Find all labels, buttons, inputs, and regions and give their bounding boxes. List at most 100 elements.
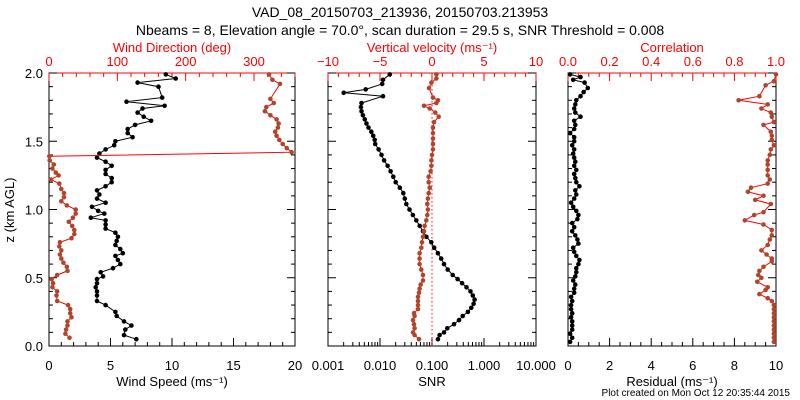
wind-speed-line [90,73,176,340]
vertical-velocity-point [429,80,434,85]
snr-point [435,250,441,256]
y-tick-label: 1.5 [25,134,43,149]
residual-point [571,196,577,201]
correlation-point [768,201,774,207]
wind-direction-point [54,289,60,294]
x2-tick-label: 0.0 [559,54,577,69]
wind-speed-point [114,238,119,244]
wind-direction-point [72,227,77,233]
vertical-velocity-point [420,278,426,283]
wind-direction-point [268,113,273,118]
wind-speed-point [115,257,121,263]
snr-point [366,125,371,130]
correlation-point [761,209,766,215]
wind-direction-point [274,117,279,122]
vertical-velocity-point [410,330,416,335]
vertical-velocity-point [415,302,421,308]
residual-point [569,143,575,148]
correlation-point [769,233,775,238]
wind-speed-point [113,309,118,315]
residual-point [574,270,579,275]
snr-point [370,133,376,139]
snr-point [404,201,409,207]
residual-point [569,229,575,234]
vertical-velocity-point [420,272,426,278]
residual-point [573,159,578,164]
snr-point [470,293,476,298]
correlation-point [763,83,768,88]
vertical-velocity-point [415,298,421,304]
correlation-point [771,306,777,312]
wind-direction-point [69,235,74,241]
correlation-point [771,335,777,341]
vertical-velocity-point [421,103,427,109]
snr-point [459,280,465,286]
wind-direction-point [56,173,61,178]
vertical-velocity-point [430,130,436,136]
residual-point [571,134,577,140]
wind-direction-point [284,145,290,151]
correlation-point [771,302,777,308]
residual-point [567,72,573,77]
correlation-point [771,339,777,345]
plot-frame [567,72,777,347]
wind-speed-point [103,184,108,189]
wind-speed-point [103,222,108,227]
snr-point [438,256,444,261]
wind-speed-point [130,134,135,140]
wind-speed-point [135,110,140,115]
residual-point [577,184,582,189]
vertical-velocity-point [415,294,421,300]
snr-point [424,234,429,240]
vertical-velocity-point [429,158,434,163]
wind-direction-point [73,207,78,212]
wind-speed-point [156,84,161,89]
wind-speed-point [102,211,107,216]
x2-tick-label: 1.0 [767,54,785,69]
residual-point [582,80,587,85]
wind-speed-point [94,289,100,294]
correlation-point [768,147,774,152]
correlation-point [756,272,761,278]
x-tick-label: 5 [107,358,114,373]
wind-speed-point [94,293,100,298]
snr-point [460,313,466,319]
wind-speed-point [141,114,146,119]
snr-point [380,77,386,83]
correlation-point [768,110,774,115]
x-axis-title: Wind Speed (ms⁻¹) [116,374,228,389]
vertical-velocity-point [412,326,417,331]
vertical-velocity-point [431,119,437,125]
wind-speed-point [124,99,129,104]
residual-point [573,233,578,238]
residual-point [569,310,575,316]
vertical-velocity-point [424,218,429,223]
wind-direction-point [274,133,279,139]
wind-speed-point [132,122,138,128]
residual-point [568,294,574,300]
wind-speed-point [103,147,108,152]
correlation-point [736,98,741,103]
wind-speed-point [113,253,118,259]
wind-speed-point [94,276,100,282]
plot-title: VAD_08_20150703_213936, 20150703.213953 [252,4,549,20]
wind-speed-point [140,106,145,111]
correlation-point [771,319,777,324]
residual-point [574,179,579,185]
plot-subtitle: Nbeams = 8, Elevation angle = 70.0°, sca… [136,22,665,38]
wind-speed-point [159,95,165,100]
vertical-velocity-point [427,185,433,190]
x-tick-label: 0.010 [364,358,397,373]
snr-point [401,190,406,196]
residual-point [578,74,583,80]
x-tick-label: 1.000 [468,358,501,373]
snr-point [414,218,419,223]
wind-speed-point [94,196,100,201]
correlation-point [761,264,766,270]
residual-point [569,323,575,328]
snr-point [445,267,451,272]
x2-tick-label: 0.4 [642,54,660,69]
wind-speed-point [123,327,128,332]
wind-direction-point [57,244,62,249]
